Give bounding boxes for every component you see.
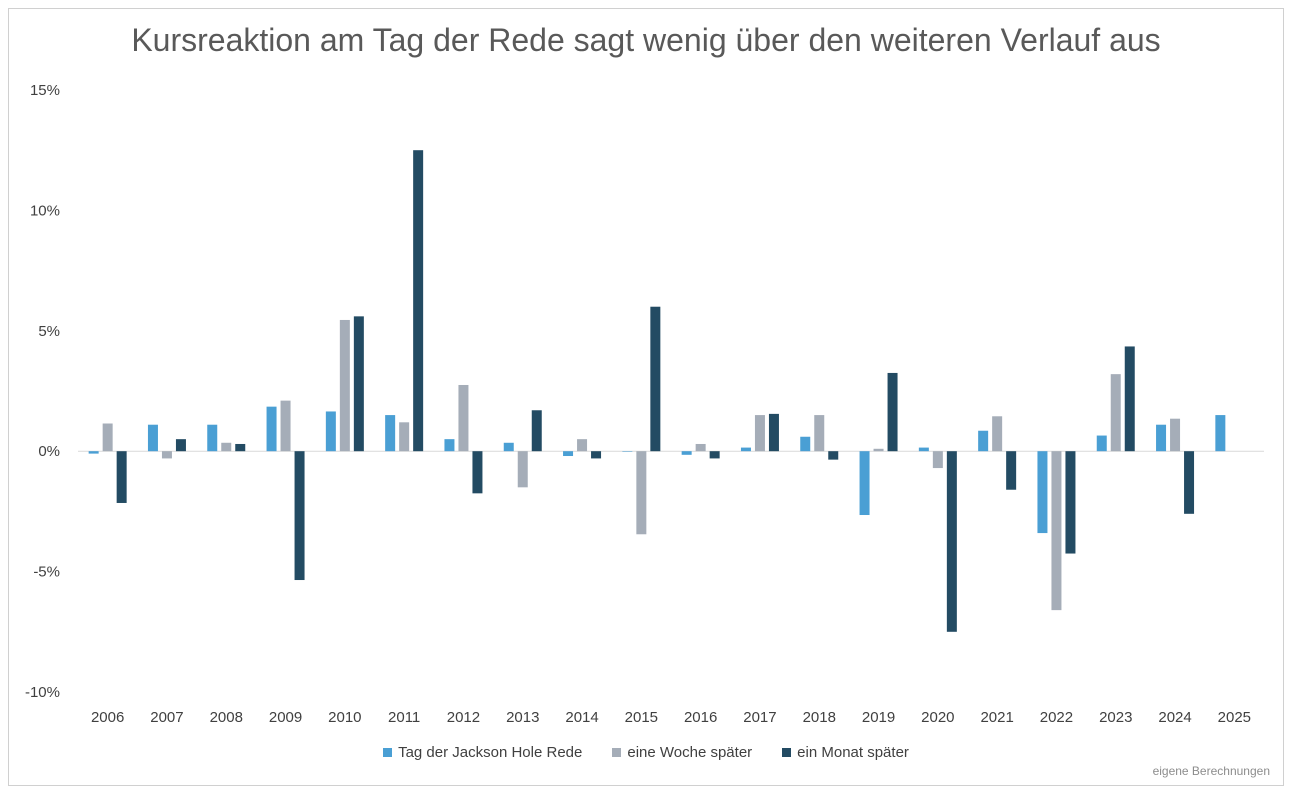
- bar-2025-series-1: [1215, 415, 1226, 452]
- x-tick-label: 2013: [506, 709, 539, 726]
- y-tick-label: 15%: [30, 82, 60, 99]
- bar-2018-series-2: [814, 415, 825, 452]
- x-tick-label: 2023: [1099, 709, 1132, 726]
- bar-2021-series-3: [1006, 451, 1017, 490]
- bar-2006-series-1: [88, 451, 99, 454]
- x-tick-label: 2025: [1218, 709, 1251, 726]
- x-tick-label: 2011: [388, 709, 420, 726]
- bar-2013-series-3: [531, 410, 542, 452]
- bar-2014-series-3: [591, 451, 602, 459]
- bar-2022-series-3: [1065, 451, 1076, 554]
- bar-2010-series-2: [339, 319, 350, 452]
- bar-2019-series-1: [859, 451, 870, 516]
- bar-2010-series-3: [353, 316, 364, 452]
- bar-2019-series-2: [873, 448, 884, 452]
- bar-2021-series-2: [992, 416, 1003, 452]
- bar-2011-series-2: [399, 422, 410, 452]
- bar-2007-series-2: [161, 451, 172, 459]
- x-tick-label: 2021: [980, 709, 1013, 726]
- bar-2011-series-1: [385, 415, 396, 452]
- bar-2008-series-3: [235, 443, 246, 452]
- legend-label: eine Woche später: [627, 744, 753, 761]
- bar-2006-series-3: [116, 451, 127, 503]
- bar-2024-series-3: [1184, 451, 1195, 514]
- bar-2012-series-1: [444, 439, 455, 452]
- x-tick-label: 2019: [862, 709, 895, 726]
- x-tick-label: 2006: [91, 709, 124, 726]
- bar-2015-series-1: [622, 451, 633, 452]
- x-tick-label: 2010: [328, 709, 361, 726]
- bar-2022-series-2: [1051, 451, 1062, 611]
- bar-2018-series-1: [800, 436, 811, 452]
- bar-2023-series-1: [1096, 435, 1107, 452]
- bar-2007-series-1: [147, 424, 158, 452]
- x-tick-label: 2017: [743, 709, 776, 726]
- bar-2014-series-1: [563, 451, 574, 457]
- x-tick-label: 2008: [210, 709, 243, 726]
- bar-2015-series-2: [636, 451, 647, 535]
- bar-2011-series-3: [413, 150, 424, 452]
- x-tick-label: 2007: [150, 709, 183, 726]
- bar-2017-series-1: [740, 447, 751, 452]
- bar-2006-series-2: [102, 423, 113, 452]
- y-tick-label: 0%: [38, 443, 60, 460]
- bar-2013-series-1: [503, 442, 514, 452]
- bar-2019-series-3: [887, 372, 898, 452]
- legend-item-one-month-later: ein Monat später: [782, 744, 909, 761]
- legend-label: ein Monat später: [797, 744, 909, 761]
- bar-2020-series-3: [946, 451, 957, 632]
- legend-swatch: [383, 748, 393, 757]
- bar-2008-series-1: [207, 424, 218, 452]
- bar-2009-series-2: [280, 400, 291, 452]
- x-tick-label: 2020: [921, 709, 954, 726]
- bar-2016-series-2: [695, 443, 706, 452]
- bar-2023-series-2: [1110, 374, 1121, 452]
- x-tick-label: 2012: [447, 709, 480, 726]
- x-tick-label: 2016: [684, 709, 717, 726]
- chart-frame: [8, 8, 1284, 786]
- bar-2013-series-2: [517, 451, 528, 488]
- bar-2023-series-3: [1124, 346, 1135, 452]
- y-tick-label: 10%: [30, 202, 60, 219]
- bar-2010-series-1: [325, 411, 336, 452]
- x-tick-label: 2014: [565, 709, 598, 726]
- legend-swatch: [782, 748, 792, 757]
- legend-item-one-week-later: eine Woche später: [612, 744, 752, 761]
- bar-2008-series-2: [221, 442, 232, 452]
- bar-2009-series-3: [294, 451, 305, 581]
- bar-2009-series-1: [266, 406, 277, 452]
- y-tick-label: 5%: [38, 323, 60, 340]
- legend: Tag der Jackson Hole Rede eine Woche spä…: [0, 744, 1292, 761]
- bar-2014-series-2: [577, 439, 588, 452]
- legend-item-jackson-hole-day: Tag der Jackson Hole Rede: [383, 744, 582, 761]
- bar-2022-series-1: [1037, 451, 1048, 534]
- x-tick-label: 2015: [625, 709, 658, 726]
- y-tick-label: -5%: [33, 564, 60, 581]
- x-tick-label: 2024: [1158, 709, 1191, 726]
- bar-2017-series-2: [754, 415, 765, 452]
- y-tick-label: -10%: [25, 684, 60, 701]
- bar-2012-series-2: [458, 384, 469, 452]
- bar-2015-series-3: [650, 306, 661, 452]
- bar-2021-series-1: [978, 430, 989, 452]
- bar-2016-series-3: [709, 451, 720, 459]
- x-tick-label: 2022: [1040, 709, 1073, 726]
- source-note: eigene Berechnungen: [1152, 764, 1270, 778]
- x-tick-label: 2009: [269, 709, 302, 726]
- bar-2012-series-3: [472, 451, 483, 494]
- bar-2017-series-3: [768, 413, 779, 452]
- legend-swatch: [612, 748, 622, 757]
- bar-2024-series-2: [1170, 418, 1181, 452]
- bar-2018-series-3: [828, 451, 839, 460]
- legend-label: Tag der Jackson Hole Rede: [398, 744, 583, 761]
- bar-2016-series-1: [681, 451, 692, 455]
- bar-2024-series-1: [1156, 424, 1167, 452]
- x-tick-label: 2018: [803, 709, 836, 726]
- bar-2020-series-1: [918, 447, 929, 452]
- bar-2020-series-2: [932, 451, 943, 469]
- chart-title: Kursreaktion am Tag der Rede sagt wenig …: [131, 22, 1161, 58]
- bar-2007-series-3: [175, 439, 186, 452]
